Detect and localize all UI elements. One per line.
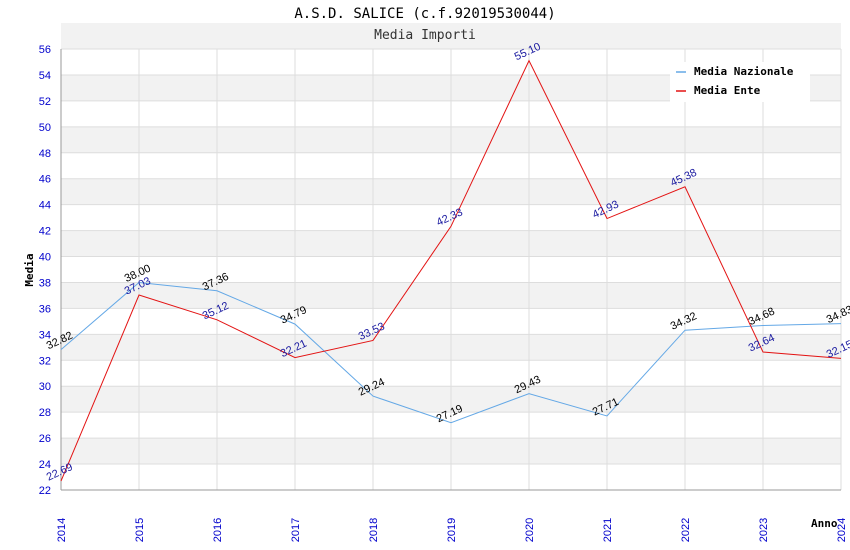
y-tick-label: 44 xyxy=(39,200,51,212)
series-line-nazionale xyxy=(60,281,842,424)
x-tick-label: 2016 xyxy=(212,518,224,542)
y-tick-label: 52 xyxy=(39,96,51,108)
x-tick-label: 2020 xyxy=(524,518,536,542)
y-tick-label: 56 xyxy=(39,44,51,56)
y-tick-label: 38 xyxy=(39,277,51,289)
y-tick-label: 50 xyxy=(39,122,51,134)
y-tick-label: 28 xyxy=(39,407,51,419)
background-band xyxy=(61,23,841,49)
series-line-ente xyxy=(60,59,842,482)
y-tick-label: 34 xyxy=(39,329,51,341)
x-tick-label: 2022 xyxy=(680,518,692,542)
x-axis-title: Anno xyxy=(811,517,838,530)
data-label-ente: 42.33 xyxy=(435,206,465,229)
y-tick-label: 24 xyxy=(39,459,51,471)
x-tick-label: 2021 xyxy=(602,518,614,542)
y-tick-label: 48 xyxy=(39,148,51,160)
x-tick-label: 2019 xyxy=(446,518,458,542)
chart-title: A.S.D. SALICE (c.f.92019530044) xyxy=(294,6,555,22)
data-label-nazionale: 34.68 xyxy=(747,306,777,329)
x-tick-label: 2024 xyxy=(836,518,848,542)
y-tick-label: 32 xyxy=(39,355,51,367)
x-tick-label: 2023 xyxy=(758,518,770,542)
y-tick-label: 54 xyxy=(39,70,51,82)
y-tick-label: 26 xyxy=(39,433,51,445)
legend-box xyxy=(670,62,810,102)
y-tick-label: 36 xyxy=(39,303,51,315)
legend-label-nazionale: Media Nazionale xyxy=(694,65,794,78)
y-tick-label: 46 xyxy=(39,174,51,186)
y-tick-label: 22 xyxy=(39,485,51,497)
y-tick-labels: 22 24 26 28 30 32 34 36 38 40 42 44 46 48 50 52 54 56 xyxy=(39,44,51,497)
series-lines xyxy=(60,59,842,482)
x-tick-label: 2018 xyxy=(368,518,380,542)
x-tick-label: 2014 xyxy=(56,518,68,542)
legend: Media Nazionale Media Ente xyxy=(670,62,810,102)
y-tick-label: 30 xyxy=(39,381,51,393)
y-axis-title: Media xyxy=(23,253,36,286)
legend-label-ente: Media Ente xyxy=(694,84,761,97)
x-tick-label: 2017 xyxy=(290,518,302,542)
gridlines xyxy=(60,48,842,491)
x-tick-label: 2015 xyxy=(134,518,146,542)
x-tick-labels: 2014 2015 2016 2017 2018 2019 2020 2021 2022 2023… xyxy=(56,518,848,542)
chart-subtitle: Media Importi xyxy=(374,28,476,43)
y-tick-label: 42 xyxy=(39,226,51,238)
y-tick-label: 40 xyxy=(39,252,51,264)
